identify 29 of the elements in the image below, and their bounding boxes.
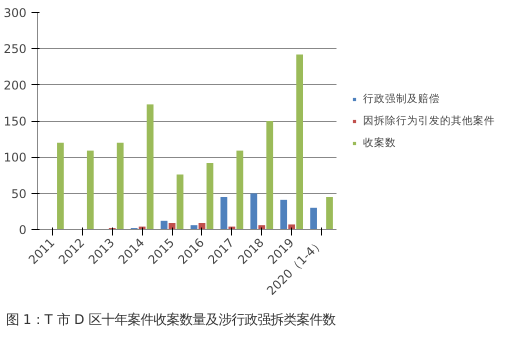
- legend-label: 因拆除行为引发的其他案件: [363, 114, 495, 128]
- bar: [198, 222, 206, 230]
- bar: [160, 220, 168, 230]
- bar: [310, 208, 317, 230]
- bar: [280, 200, 288, 230]
- bar: [296, 54, 304, 230]
- legend-label: 行政强制及赔偿: [363, 92, 440, 106]
- bar: [236, 150, 244, 230]
- bar: [190, 225, 198, 230]
- bar: [250, 193, 258, 230]
- bar: [266, 121, 274, 230]
- bar: [86, 150, 94, 230]
- bar: [220, 196, 228, 230]
- bar: [206, 162, 214, 230]
- y-tick-label: 250: [4, 42, 26, 56]
- bar: [57, 142, 64, 230]
- y-tick-label: 0: [18, 223, 27, 237]
- bar: [168, 222, 176, 230]
- y-tick-label: 50: [11, 186, 27, 201]
- bar: [326, 196, 333, 230]
- y-tick-label: 100: [4, 150, 26, 165]
- y-tick-label: 200: [4, 78, 26, 92]
- bar: [176, 174, 184, 230]
- bar: [116, 142, 124, 230]
- y-tick-label: 300: [4, 6, 26, 20]
- y-tick-label: 150: [4, 114, 26, 128]
- bar: [146, 104, 154, 230]
- legend-label: 收案数: [363, 136, 396, 150]
- text: 图 1：T 市 D 区十年案件收案数量及涉行政强拆类案件数: [6, 312, 336, 328]
